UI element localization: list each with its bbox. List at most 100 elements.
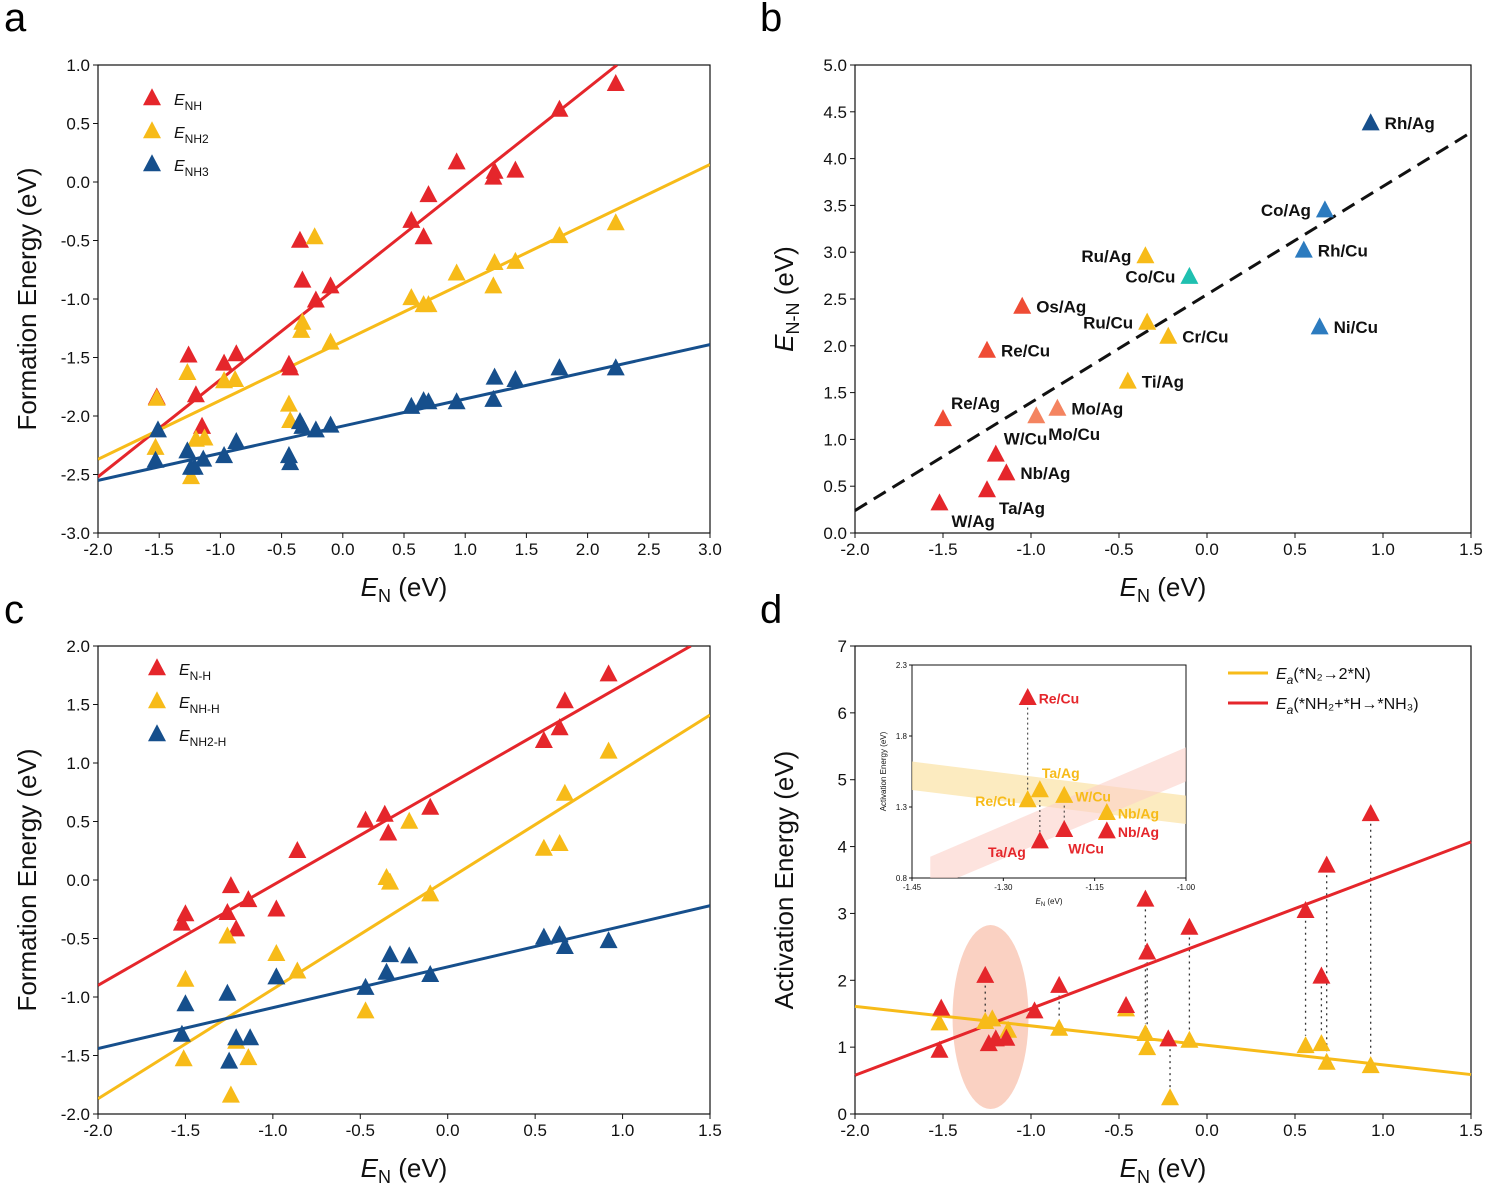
data-point [997, 1028, 1016, 1046]
x-tick-label: 0.5 [392, 540, 416, 559]
data-point [1138, 942, 1157, 960]
data-point [1136, 1024, 1155, 1042]
data-point-NH2 [550, 226, 569, 244]
x-tick-label: -1.5 [928, 540, 957, 559]
y-tick-label: 5 [838, 771, 847, 790]
data-point-W-Cu [986, 444, 1005, 462]
inset-point-label: Ta/Ag [1042, 765, 1080, 781]
data-point [267, 943, 286, 961]
point-label: Ta/Ag [999, 499, 1045, 518]
inset-point [1097, 821, 1116, 839]
data-point-NH [306, 290, 325, 308]
x-tick-label: 0.0 [1195, 540, 1219, 559]
data-point [1180, 1030, 1199, 1048]
fit-line [854, 840, 1472, 1077]
inset-x-tick-label: -1.45 [903, 883, 922, 892]
point-label: Rh/Ag [1385, 114, 1435, 133]
point-label: Re/Cu [1001, 341, 1050, 360]
data-point-Rh-Cu [1294, 240, 1313, 258]
data-point [421, 797, 440, 815]
y-tick-label: 4 [838, 838, 847, 857]
inset-y-tick-label: 2.3 [896, 661, 908, 670]
panel-label-c: c [4, 588, 24, 632]
data-point-NH [193, 416, 212, 434]
y-tick-label: 2 [838, 971, 847, 990]
data-point [172, 1024, 191, 1042]
legend-NH2-marker [143, 121, 161, 139]
inset-point [1018, 790, 1037, 808]
panel-b-chart: -2.0 -1.5 -1.0 -0.5 0.0 0.5 1.0 1.5 0.0 0.5 1.0 1.5… [769, 56, 1483, 606]
point-label: Re/Ag [951, 394, 1000, 413]
data-point [555, 936, 574, 954]
data-point-NH3 [447, 392, 466, 410]
x-axis-label: EN (eV) [361, 572, 448, 606]
panel-label-b: b [760, 0, 783, 40]
data-point [534, 838, 553, 856]
data-point-NH2 [485, 253, 504, 271]
inset-point-label: Nb/Ag [1118, 806, 1159, 822]
data-point [381, 945, 400, 963]
data-point-Ti-Ag [1118, 371, 1137, 389]
data-point [976, 965, 995, 983]
data-point-NH2 [292, 320, 311, 338]
y-tick-label: 0.0 [66, 173, 90, 192]
panel-d-chart: -2.0 -1.5 -1.0 -0.5 0.0 0.5 1.0 1.5 0 1 2 3 4 5 6 7 EN (… [769, 637, 1483, 1187]
x-tick-label: 1.0 [611, 1121, 635, 1140]
x-tick-label: 1.5 [1459, 1121, 1483, 1140]
inset-y-tick-label: 0.8 [896, 874, 908, 883]
inset-band-red [930, 747, 1186, 878]
data-point-Ta-Ag [978, 480, 996, 498]
data-point-NH [321, 276, 340, 294]
data-point-Re-Cu [978, 340, 996, 358]
data-point-NH [550, 99, 569, 117]
data-point-NH [485, 161, 504, 179]
inset-x-tick-label: -1.15 [1086, 883, 1105, 892]
data-point-NH2 [147, 388, 166, 406]
data-point [267, 899, 286, 917]
data-point [930, 1013, 949, 1031]
inset-y-tick-label: 1.3 [896, 803, 908, 812]
data-point-NH2 [447, 263, 466, 281]
inset-point [1055, 785, 1074, 803]
data-point [176, 994, 195, 1012]
data-point [381, 872, 400, 890]
x-tick-label: 1.5 [1459, 540, 1483, 559]
data-point-Rh-Ag [1361, 113, 1380, 131]
legend-NH-label: ENH [174, 92, 202, 113]
y-tick-label: -2.5 [61, 466, 90, 485]
x-tick-label: 1.5 [698, 1121, 722, 1140]
data-point-NH [606, 74, 625, 92]
y-tick-label: -2.0 [61, 1105, 90, 1124]
x-tick-label: -0.5 [1104, 540, 1133, 559]
y-tick-label: 3 [838, 904, 847, 923]
data-point-NH [186, 385, 205, 403]
data-point [221, 876, 240, 894]
y-tick-label: 7 [838, 637, 847, 656]
data-point [932, 998, 951, 1016]
data-point [1296, 1036, 1315, 1054]
y-tick-label: 1 [838, 1038, 847, 1057]
data-point-NH3 [485, 367, 504, 385]
x-tick-label: -1.5 [145, 540, 174, 559]
data-point [218, 926, 237, 944]
data-point [377, 962, 396, 980]
panel-label-d: d [760, 588, 783, 632]
y-tick-label: 3.5 [823, 196, 847, 215]
y-tick-label: -0.5 [61, 232, 90, 251]
x-tick-label: -0.5 [346, 1121, 375, 1140]
data-point-Re-Ag [934, 409, 952, 427]
data-point-NH2 [178, 362, 197, 380]
data-point-NH [447, 152, 466, 170]
data-point [1180, 917, 1199, 935]
data-point-NH2 [182, 467, 201, 485]
data-point-NH2 [606, 213, 625, 231]
panel-label-a: a [4, 0, 27, 40]
data-point [421, 965, 440, 983]
data-point-NH [179, 345, 198, 363]
inset-point [1030, 831, 1049, 849]
inset-x-tick-label: -1.00 [1177, 883, 1196, 892]
x-tick-label: -2.0 [840, 540, 869, 559]
x-tick-label: 2.0 [576, 540, 600, 559]
data-point [1161, 1088, 1180, 1106]
inset-point [1055, 820, 1074, 838]
